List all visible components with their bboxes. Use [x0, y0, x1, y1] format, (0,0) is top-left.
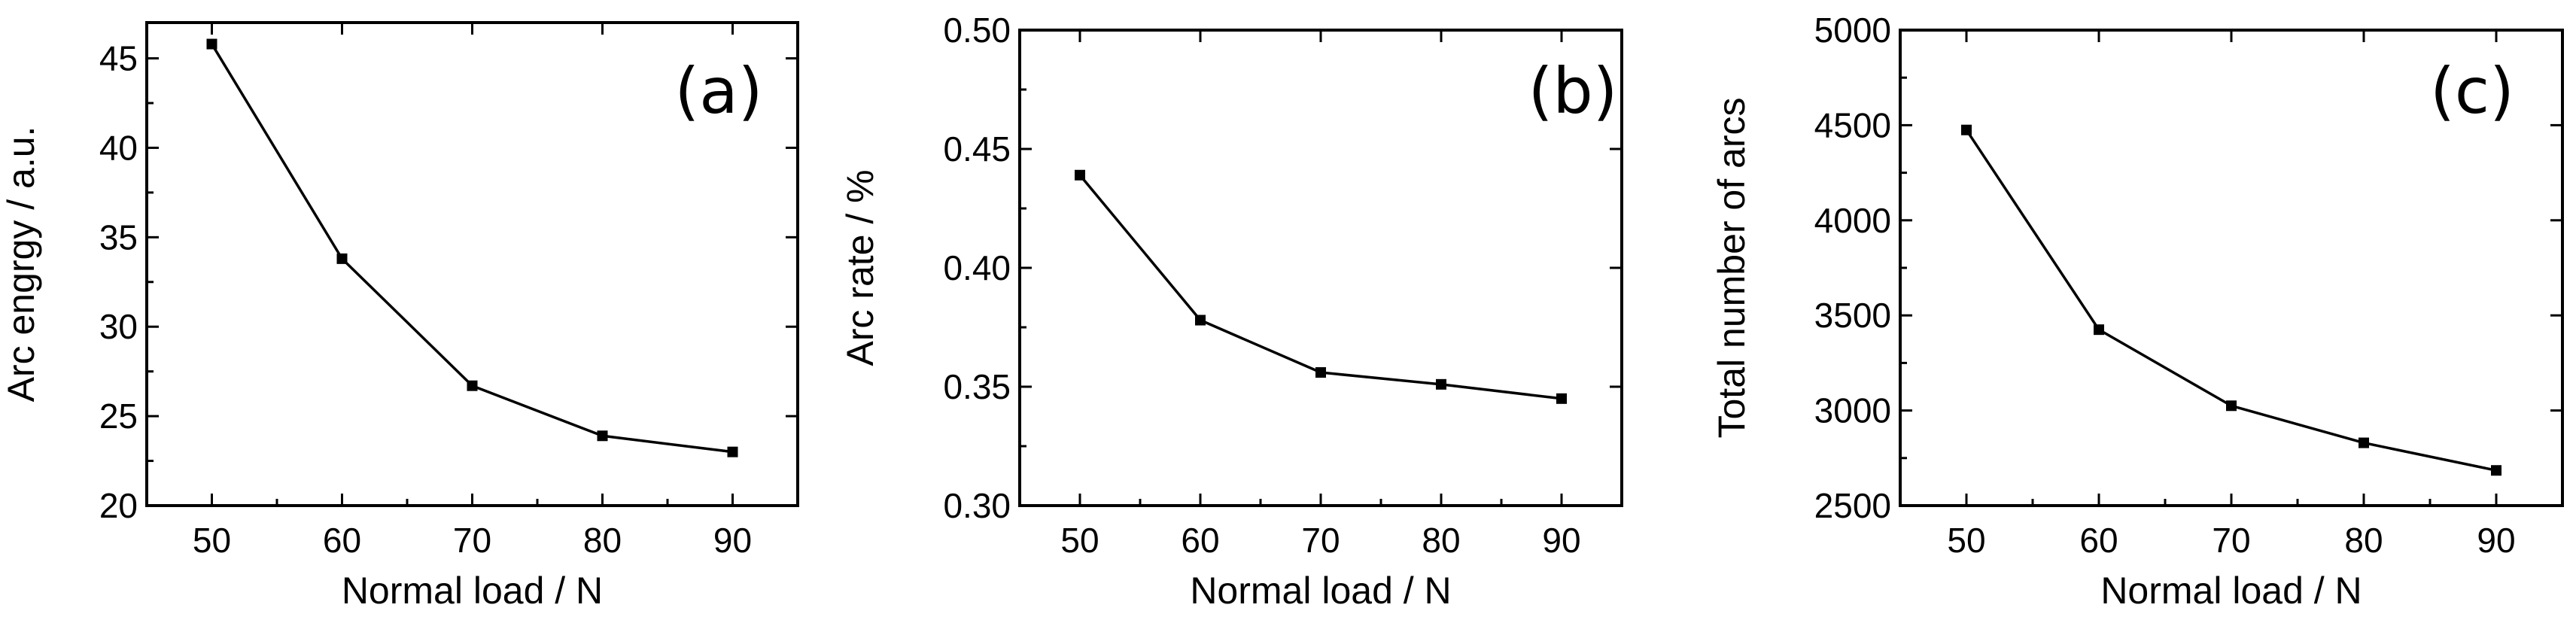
data-point	[1961, 124, 1972, 135]
y-axis-title: Arc rate / %	[839, 169, 881, 366]
chart-panel-2: 50 60 70 80 90 0.30 0.35 0.40 0.45 0.50 Normal loa…	[839, 11, 1623, 612]
y-tick-label: 25	[99, 397, 138, 436]
panel-label: (c)	[2430, 54, 2514, 128]
x-tick-label: 90	[2477, 521, 2515, 560]
data-point	[1195, 314, 1206, 326]
x-axis-title: Normal load / N	[1190, 570, 1451, 612]
y-tick-label: 5000	[1814, 11, 1891, 50]
x-tick-label: 80	[1422, 521, 1460, 560]
data-point	[1556, 393, 1567, 404]
x-tick-label: 60	[1181, 521, 1219, 560]
x-axis-title: Normal load / N	[2100, 570, 2362, 612]
y-tick-label: 0.35	[943, 367, 1011, 406]
y-tick-label: 3000	[1814, 391, 1891, 430]
y-tick-label: 2500	[1814, 486, 1891, 525]
x-tick-label: 80	[583, 521, 622, 560]
y-tick-label: 0.40	[943, 248, 1011, 287]
x-tick-label: 90	[713, 521, 752, 560]
y-tick-label: 0.50	[943, 11, 1011, 50]
data-point	[336, 253, 348, 264]
data-point	[206, 38, 217, 50]
data-point	[727, 446, 738, 457]
data-point	[1436, 378, 1446, 390]
data-point	[1315, 367, 1326, 378]
x-tick-label: 60	[323, 521, 361, 560]
chart-panel-3: 50 60 70 80 90 2500 3000 3500 4000 4500 5000 Normal…	[1711, 11, 2564, 612]
y-tick-label: 20	[99, 486, 138, 525]
y-tick-label: 3500	[1814, 296, 1891, 335]
x-tick-label: 70	[2212, 521, 2250, 560]
data-point	[597, 430, 608, 442]
y-axis-title: Total number of arcs	[1711, 98, 1753, 439]
x-axis-title: Normal load / N	[342, 570, 603, 612]
y-tick-label: 0.30	[943, 486, 1011, 525]
data-point	[467, 380, 478, 391]
x-tick-label: 50	[1947, 521, 1985, 560]
series-line	[1078, 174, 1562, 400]
y-tick-label: 4500	[1814, 105, 1891, 144]
x-tick-label: 80	[2344, 521, 2383, 560]
x-tick-label: 70	[453, 521, 491, 560]
chart-panel-1: 50 60 70 80 90 20 25 30 35 40 45 Normal load / N Arc…	[0, 21, 799, 612]
y-axis-title: Arc engrgy / a.u.	[0, 126, 42, 403]
x-tick-label: 50	[1060, 521, 1099, 560]
x-tick-label: 60	[2079, 521, 2118, 560]
panel-label: (b)	[1528, 54, 1618, 128]
data-point	[2491, 465, 2501, 476]
x-tick-label: 50	[193, 521, 231, 560]
y-tick-label: 4000	[1814, 201, 1891, 240]
data-point	[2226, 400, 2237, 412]
y-tick-label: 45	[99, 39, 138, 78]
y-tick-label: 35	[99, 217, 138, 257]
data-point	[2359, 437, 2369, 448]
panel-label: (a)	[674, 54, 762, 128]
y-tick-label: 30	[99, 307, 138, 346]
data-point	[1075, 169, 1085, 181]
x-tick-label: 70	[1301, 521, 1340, 560]
y-tick-label: 40	[99, 128, 138, 167]
y-tick-label: 0.45	[943, 129, 1011, 169]
series-line	[1965, 129, 2497, 472]
x-tick-label: 90	[1542, 521, 1580, 560]
data-point	[2094, 324, 2104, 336]
